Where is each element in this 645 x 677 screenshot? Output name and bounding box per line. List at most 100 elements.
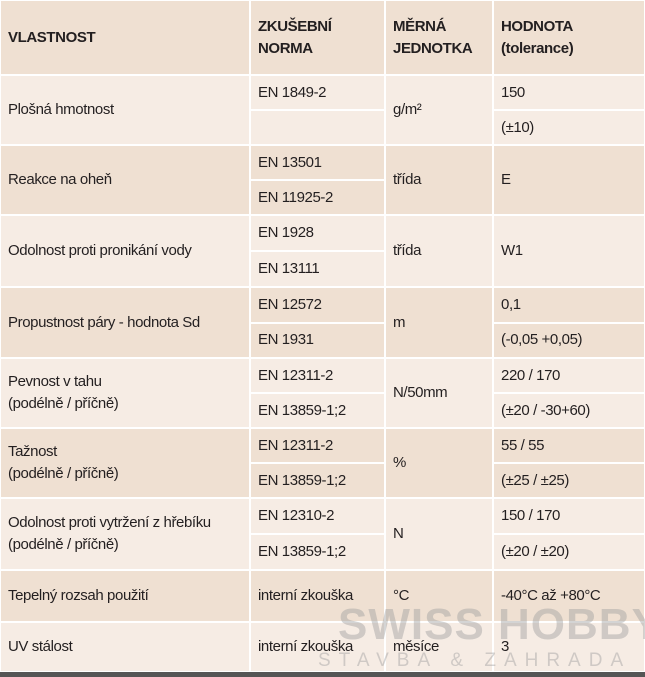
norm-cell: EN 13859-1;2 <box>251 464 384 497</box>
value-text: 3 <box>501 638 509 655</box>
norm-cell: EN 13501 <box>251 146 384 179</box>
watermark-tagline: STAVBA & ZAHRADA <box>318 650 632 671</box>
norm-cell: EN 11925-2 <box>251 181 384 214</box>
unit-cell: N/50mm <box>386 359 492 427</box>
header-cell: VLASTNOST <box>1 1 249 74</box>
value-cell: 3 <box>494 623 644 671</box>
property-cell: Odolnost proti vytržení z hřebíku (podéln… <box>1 499 249 569</box>
value-text: 150 <box>501 83 525 101</box>
value-cell: 150 / 170 <box>494 499 644 533</box>
norm-cell: EN 13859-1;2 <box>251 394 384 427</box>
value-text: (±20 / ±20) <box>501 543 569 560</box>
norm-text: EN 12311-2 <box>258 436 333 454</box>
value-text: -40°C až +80°C <box>501 587 601 604</box>
value-cell: (±25 / ±25) <box>494 464 644 497</box>
property-cell: Reakce na oheň <box>1 146 249 214</box>
norm-cell: interní zkouška <box>251 623 384 671</box>
value-cell: 55 / 55 <box>494 429 644 462</box>
property-cell: Propustnost páry - hodnota Sd <box>1 288 249 357</box>
watermark-brand: SWISS HOBBY <box>338 600 645 649</box>
property-cell: Odolnost proti pronikání vody <box>1 216 249 286</box>
property-text: (podélně / příčně) <box>8 536 119 553</box>
norm-text: EN 1849-2 <box>258 83 327 101</box>
norm-cell: interní zkouška <box>251 571 384 621</box>
property-text: Tažnost <box>8 443 57 460</box>
value-text: (±25 / ±25) <box>501 471 569 489</box>
norm-cell <box>251 111 384 144</box>
unit-cell: g/m² <box>386 76 492 144</box>
value-cell: (±20 / -30+60) <box>494 394 644 427</box>
value-cell: (±20 / ±20) <box>494 535 644 569</box>
norm-text: EN 12572 <box>258 295 322 313</box>
header-text: VLASTNOST <box>8 28 96 46</box>
norm-text: EN 13859-1;2 <box>258 401 346 419</box>
norm-text: EN 11925-2 <box>258 188 333 206</box>
unit-text: N <box>393 525 404 542</box>
value-cell: E <box>494 146 644 214</box>
value-text: (-0,05 +0,05) <box>501 331 583 349</box>
value-cell: -40°C až +80°C <box>494 571 644 621</box>
norm-text: EN 12310-2 <box>258 507 335 524</box>
property-text: Plošná hmotnost <box>8 101 114 118</box>
value-cell: 150 <box>494 76 644 109</box>
norm-text: EN 13501 <box>258 153 322 171</box>
property-text: (podélně / příčně) <box>8 395 119 412</box>
unit-cell: měsíce <box>386 623 492 671</box>
property-cell: Tažnost (podélně / příčně) <box>1 429 249 497</box>
norm-cell: EN 12310-2 <box>251 499 384 533</box>
property-text: Reakce na oheň <box>8 171 112 188</box>
norm-cell: EN 12572 <box>251 288 384 322</box>
norm-text: EN 13111 <box>258 260 320 277</box>
value-cell: 0,1 <box>494 288 644 322</box>
property-cell: UV stálost <box>1 623 249 671</box>
value-text: (±10) <box>501 118 534 136</box>
value-text: W1 <box>501 242 523 259</box>
norm-cell: EN 13859-1;2 <box>251 535 384 569</box>
property-text: Pevnost v tahu <box>8 373 102 390</box>
property-text: (podélně / příčně) <box>8 465 119 482</box>
header-text: HODNOTA <box>501 17 573 35</box>
unit-text: N/50mm <box>393 384 448 401</box>
value-cell: (-0,05 +0,05) <box>494 323 644 357</box>
header-text: NORMA <box>258 39 313 57</box>
header-cell: MĚRNÁ JEDNOTKA <box>386 1 492 74</box>
norm-text: EN 12311-2 <box>258 366 333 384</box>
norm-text: EN 1928 <box>258 224 314 241</box>
norm-cell: EN 1849-2 <box>251 76 384 109</box>
header-text: JEDNOTKA <box>393 39 473 57</box>
property-cell: Tepelný rozsah použití <box>1 571 249 621</box>
property-text: Odolnost proti vytržení z hřebíku <box>8 514 211 531</box>
value-text: 220 / 170 <box>501 366 560 384</box>
property-cell: Plošná hmotnost <box>1 76 249 144</box>
value-cell: (±10) <box>494 111 644 144</box>
value-text: 55 / 55 <box>501 436 545 454</box>
norm-text: EN 13859-1;2 <box>258 543 346 560</box>
header-cell: ZKUŠEBNÍ NORMA <box>251 1 384 74</box>
unit-text: třída <box>393 242 422 259</box>
property-text: Tepelný rozsah použití <box>8 587 149 604</box>
property-text: Odolnost proti pronikání vody <box>8 242 192 259</box>
norm-text: EN 13859-1;2 <box>258 471 346 489</box>
header-text: (tolerance) <box>501 39 574 57</box>
unit-text: měsíce <box>393 638 439 655</box>
unit-text: g/m² <box>393 101 422 118</box>
norm-text: interní zkouška <box>258 587 353 604</box>
unit-text: % <box>393 454 406 471</box>
unit-cell: N <box>386 499 492 569</box>
unit-cell: °C <box>386 571 492 621</box>
unit-text: třída <box>393 171 422 188</box>
norm-cell: EN 12311-2 <box>251 429 384 462</box>
value-cell: 220 / 170 <box>494 359 644 392</box>
value-cell: W1 <box>494 216 644 286</box>
norm-text: interní zkouška <box>258 638 353 655</box>
value-text: 150 / 170 <box>501 507 560 524</box>
unit-cell: třída <box>386 216 492 286</box>
norm-cell: EN 13111 <box>251 252 384 286</box>
norm-cell: EN 1931 <box>251 323 384 357</box>
header-text: MĚRNÁ <box>393 17 446 35</box>
value-text: (±20 / -30+60) <box>501 401 590 419</box>
property-text: UV stálost <box>8 638 73 655</box>
unit-cell: m <box>386 288 492 357</box>
norm-cell: EN 12311-2 <box>251 359 384 392</box>
